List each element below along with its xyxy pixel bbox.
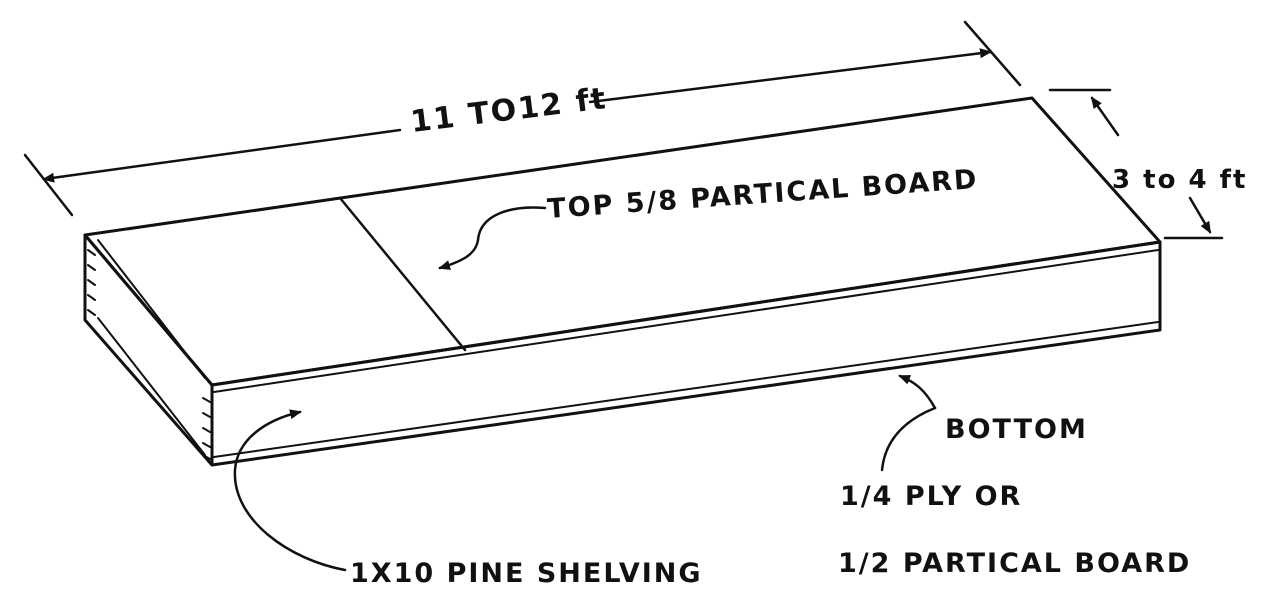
bottom-label: BOTTOM [945, 414, 1088, 445]
bottom-arrow-tail [880, 406, 937, 472]
left-end-face [83, 233, 214, 467]
left-end-inner-line [97, 317, 206, 456]
bottom-ply-label: 1/4 PLY OR [840, 481, 1022, 512]
bottom-board-label: 1/2 PARTICAL BOARD [838, 548, 1191, 579]
front-edge-line [213, 321, 1159, 458]
sides-label: 1X10 PINE SHELVING [350, 558, 703, 589]
left-end-inner-line [97, 239, 206, 379]
front-edge-line [213, 249, 1159, 393]
box-drawing [83, 96, 1162, 467]
bottom-arrow [898, 374, 937, 410]
top-label: TOP 5/8 PARTICAL BOARD [546, 164, 979, 225]
top-surface [83, 96, 1162, 387]
top-seam [338, 196, 467, 352]
width-dimension [1048, 88, 1224, 240]
sides-arrow [233, 409, 347, 572]
end-grain-marks [87, 249, 211, 460]
width-label: 3 to 4 ft [1112, 165, 1247, 195]
top-arrow [438, 206, 547, 270]
length-label: 11 TO12 ft [409, 81, 610, 140]
length-dimension [23, 20, 1022, 217]
